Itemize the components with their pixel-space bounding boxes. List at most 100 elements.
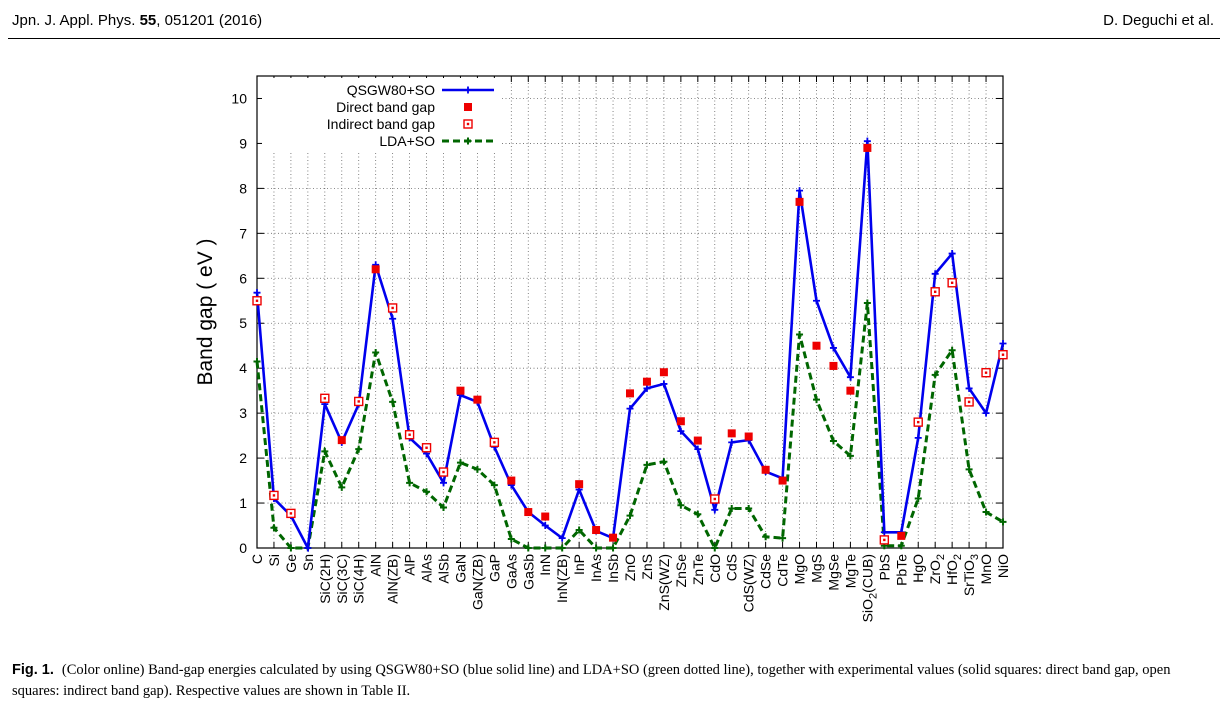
direct-gap-marker bbox=[846, 386, 855, 395]
direct-gap-marker bbox=[541, 512, 550, 521]
header-rule bbox=[8, 38, 1220, 39]
lda-point bbox=[270, 524, 278, 532]
x-tick-label-zns: ZnS bbox=[639, 554, 655, 580]
series-line-lda-so bbox=[255, 302, 1004, 552]
qsgw-point bbox=[728, 438, 736, 446]
direct-gap-marker bbox=[778, 476, 787, 485]
lda-point bbox=[541, 544, 549, 552]
lda-point bbox=[948, 346, 956, 354]
x-tick-label-cdo: CdO bbox=[707, 554, 723, 583]
indirect-gap-marker bbox=[421, 443, 432, 453]
qsgw-point bbox=[711, 506, 719, 514]
legend-swatch-direct-band-gap bbox=[464, 103, 472, 111]
indirect-gap-dot bbox=[917, 420, 920, 424]
lda-point bbox=[643, 461, 651, 469]
x-tick-label-mgte: MgTe bbox=[842, 554, 858, 588]
qsgw-point bbox=[931, 270, 939, 278]
x-tick-label-zro2: ZrO2 bbox=[927, 554, 947, 584]
indirect-gap-dot bbox=[323, 397, 327, 400]
direct-gap-marker bbox=[609, 533, 618, 542]
lda-point bbox=[982, 508, 990, 516]
x-tick-label-gan-zb: GaN(ZB) bbox=[469, 554, 485, 610]
indirect-gap-dot bbox=[425, 446, 428, 449]
x-tick-label-insb: InSb bbox=[605, 554, 621, 583]
lda-point bbox=[423, 488, 431, 496]
lda-point bbox=[338, 483, 346, 491]
indirect-gap-dot bbox=[713, 497, 716, 501]
x-tick-label-alsb: AlSb bbox=[436, 554, 452, 584]
y-tick-label: 9 bbox=[239, 135, 247, 151]
article-info: , 051201 (2016) bbox=[156, 12, 263, 29]
x-tick-label-inn: InN bbox=[537, 554, 553, 576]
caption-text: (Color online) Band-gap energies calcula… bbox=[12, 662, 1171, 699]
x-tick-label-gap: GaP bbox=[486, 554, 502, 582]
indirect-gap-marker bbox=[947, 278, 957, 288]
lda-point bbox=[863, 299, 871, 307]
x-tick-label-mgo: MgO bbox=[792, 554, 808, 584]
lda-point bbox=[575, 526, 583, 534]
direct-gap-marker bbox=[676, 417, 685, 426]
qsgw-point bbox=[796, 187, 804, 195]
indirect-gap-marker bbox=[252, 296, 262, 306]
indirect-gap-marker bbox=[438, 467, 449, 477]
indirect-gap-marker bbox=[286, 508, 296, 519]
indirect-gap-dot bbox=[391, 306, 394, 310]
x-tick-label-srtio3: SrTiO3 bbox=[961, 554, 981, 596]
legend-label-qsgw80-so: QSGW80+SO bbox=[347, 82, 435, 98]
lda-point bbox=[728, 504, 736, 512]
lda-point bbox=[813, 396, 820, 404]
x-tick-label-hgo: HgO bbox=[910, 554, 926, 583]
lda-point bbox=[626, 512, 634, 520]
direct-gap-marker bbox=[659, 368, 668, 377]
x-tick-label-znte: ZnTe bbox=[690, 554, 706, 585]
lda-point bbox=[490, 481, 498, 489]
direct-gap-marker bbox=[812, 341, 821, 350]
lda-point bbox=[524, 544, 532, 552]
x-tick-label-sn: Sn bbox=[300, 554, 316, 571]
lda-point bbox=[389, 398, 397, 406]
lda-point bbox=[965, 465, 973, 473]
x-tick-label-gan: GaN bbox=[452, 554, 468, 583]
lda-point bbox=[745, 504, 753, 512]
indirect-gap-marker bbox=[710, 494, 720, 504]
indirect-gap-marker bbox=[404, 430, 415, 440]
indirect-gap-marker bbox=[913, 417, 923, 427]
direct-gap-marker bbox=[575, 480, 584, 489]
qsgw-point bbox=[541, 522, 549, 530]
lda-point bbox=[507, 535, 515, 543]
qsgw-point bbox=[694, 445, 702, 453]
lda-point bbox=[694, 510, 702, 518]
lda-point bbox=[355, 445, 363, 453]
x-tick-label-cds-wz: CdS(WZ) bbox=[741, 554, 757, 612]
y-tick-label: 10 bbox=[231, 90, 247, 106]
lda-point bbox=[829, 437, 837, 445]
lda-point bbox=[287, 544, 295, 552]
x-tick-label-aln-zb: AlN(ZB) bbox=[385, 554, 401, 604]
indirect-gap-marker bbox=[879, 535, 890, 545]
x-tick-label-cdse: CdSe bbox=[758, 554, 774, 589]
qsgw-point bbox=[677, 427, 685, 435]
direct-gap-marker bbox=[371, 265, 380, 274]
running-header-left: Jpn. J. Appl. Phys. 55, 051201 (2016) bbox=[12, 12, 262, 29]
indirect-gap-dot bbox=[442, 470, 445, 474]
y-tick-label: 6 bbox=[239, 270, 247, 286]
direct-gap-marker bbox=[761, 465, 770, 474]
lda-point bbox=[321, 447, 329, 455]
x-tick-label-zno: ZnO bbox=[622, 554, 638, 581]
x-tick-label-pbs: PbS bbox=[876, 554, 892, 580]
direct-gap-marker bbox=[829, 361, 838, 370]
y-tick-label: 7 bbox=[239, 225, 247, 241]
x-tick-label-gasb: GaSb bbox=[520, 554, 536, 590]
direct-gap-marker bbox=[897, 531, 906, 540]
direct-gap-marker bbox=[744, 432, 753, 441]
figure-caption: Fig. 1. (Color online) Band-gap energies … bbox=[12, 660, 1217, 702]
indirect-gap-dot bbox=[1001, 353, 1005, 356]
lda-point bbox=[558, 544, 566, 552]
lda-point bbox=[253, 357, 261, 365]
y-tick-label: 3 bbox=[239, 405, 247, 421]
journal-name: Jpn. J. Appl. Phys. bbox=[12, 12, 136, 29]
lda-point bbox=[914, 495, 922, 503]
y-tick-label: 8 bbox=[239, 180, 247, 196]
qsgw-point bbox=[829, 344, 837, 352]
x-tick-label-inp: InP bbox=[571, 554, 587, 575]
